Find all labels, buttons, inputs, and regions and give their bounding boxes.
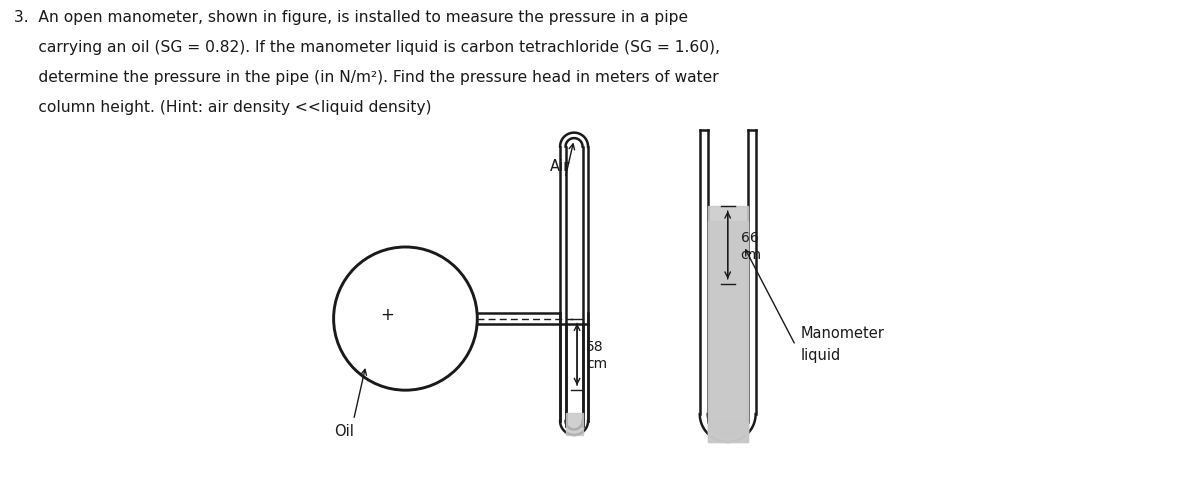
- Bar: [565, 412, 582, 435]
- Text: Manometer: Manometer: [800, 326, 884, 341]
- Text: column height. (Hint: air density <<liquid density): column height. (Hint: air density <<liqu…: [14, 100, 432, 115]
- Text: 58: 58: [586, 340, 604, 355]
- Text: carrying an oil (SG = 0.82). If the manometer liquid is carbon tetrachloride (SG: carrying an oil (SG = 0.82). If the mano…: [14, 40, 720, 55]
- Text: 3.  An open manometer, shown in figure, is installed to measure the pressure in : 3. An open manometer, shown in figure, i…: [14, 10, 689, 26]
- Text: liquid: liquid: [800, 348, 841, 363]
- Text: cm: cm: [586, 357, 607, 371]
- Text: Oil: Oil: [334, 424, 354, 439]
- Text: 66: 66: [740, 231, 758, 245]
- Text: cm: cm: [740, 248, 762, 262]
- Bar: [708, 221, 748, 442]
- Text: +: +: [380, 305, 395, 324]
- Bar: [708, 206, 748, 434]
- Text: determine the pressure in the pipe (in N/m²). Find the pressure head in meters o: determine the pressure in the pipe (in N…: [14, 70, 719, 85]
- Text: Air: Air: [550, 160, 570, 174]
- Bar: [708, 422, 748, 442]
